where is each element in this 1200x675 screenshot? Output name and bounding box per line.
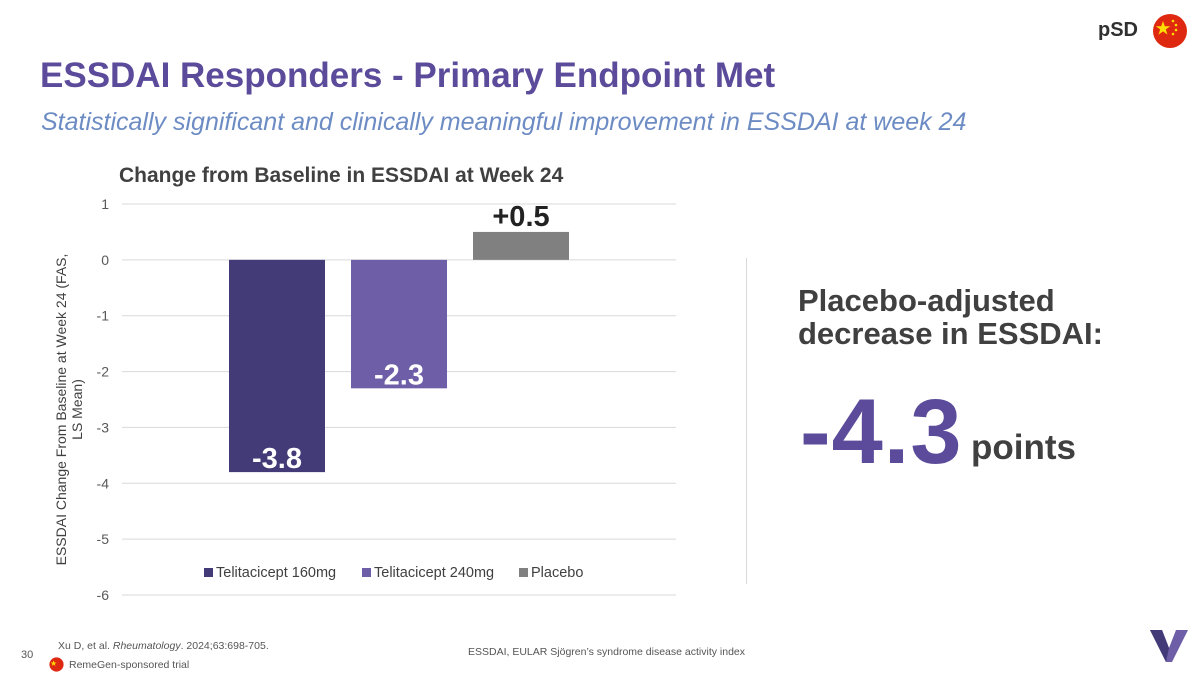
y-tick-label: -2 xyxy=(97,364,110,380)
legend-label-3: Placebo xyxy=(531,565,583,581)
page-subtitle: Statistically significant and clinically… xyxy=(41,108,967,136)
bars xyxy=(229,231,569,473)
bar-1 xyxy=(229,259,325,473)
y-axis-label-line2: LS Mean) xyxy=(69,379,85,440)
data-label-1: -3.8 xyxy=(252,443,302,475)
divider xyxy=(746,258,747,584)
legend-swatch-1 xyxy=(204,568,213,577)
legend-label-1: Telitacicept 160mg xyxy=(216,565,336,581)
data-labels: -3.8 -2.3 +0.5 xyxy=(252,201,550,475)
chart-title: Change from Baseline in ESSDAI at Week 2… xyxy=(119,164,564,187)
y-tick-label: 1 xyxy=(101,196,109,212)
y-tick-label: -6 xyxy=(97,587,110,603)
page-title: ESSDAI Responders - Primary Endpoint Met xyxy=(40,56,776,95)
region-tag: pSD xyxy=(1098,19,1138,41)
y-axis-label-line1: ESSDAI Change From Baseline at Week 24 (… xyxy=(53,254,69,566)
bar-2 xyxy=(351,259,447,389)
citation-authors: Xu D, et al. xyxy=(58,640,113,652)
china-flag-small-icon xyxy=(49,657,64,672)
y-axis-ticks: 1 0 -1 -2 -3 -4 -5 -6 xyxy=(97,196,110,603)
y-tick-label: 0 xyxy=(101,252,109,268)
y-tick-label: -3 xyxy=(97,419,110,435)
y-tick-label: -1 xyxy=(97,308,110,324)
citation-journal: Rheumatology xyxy=(112,640,181,652)
essdai-bar-chart: Change from Baseline in ESSDAI at Week 2… xyxy=(53,164,676,603)
company-logo-icon xyxy=(1150,630,1188,662)
y-tick-label: -5 xyxy=(97,531,110,547)
y-axis-label: ESSDAI Change From Baseline at Week 24 (… xyxy=(53,254,85,566)
callout-value: -4.3 xyxy=(800,381,963,483)
citation: Xu D, et al. Rheumatology. 2024;63:698-7… xyxy=(58,640,269,652)
china-flag-icon xyxy=(1153,14,1187,48)
y-tick-label: -4 xyxy=(97,475,110,491)
data-label-2: -2.3 xyxy=(374,359,424,391)
chart-legend: Telitacicept 160mg Telitacicept 240mg Plac… xyxy=(204,565,583,581)
citation-details: . 2024;63:698-705. xyxy=(180,640,269,652)
callout-label: Placebo-adjusted decrease in ESSDAI: xyxy=(798,283,1103,351)
bar-3 xyxy=(473,231,569,260)
gridlines xyxy=(122,203,676,596)
legend-swatch-3 xyxy=(519,568,528,577)
footnote: ESSDAI, EULAR Sjögren’s syndrome disease… xyxy=(468,646,746,658)
data-label-3: +0.5 xyxy=(492,201,549,233)
legend-swatch-2 xyxy=(362,568,371,577)
legend-label-2: Telitacicept 240mg xyxy=(374,565,494,581)
sponsor-note: RemeGen-sponsored trial xyxy=(69,659,190,671)
callout-unit: points xyxy=(971,428,1076,467)
page-number: 30 xyxy=(21,649,34,661)
